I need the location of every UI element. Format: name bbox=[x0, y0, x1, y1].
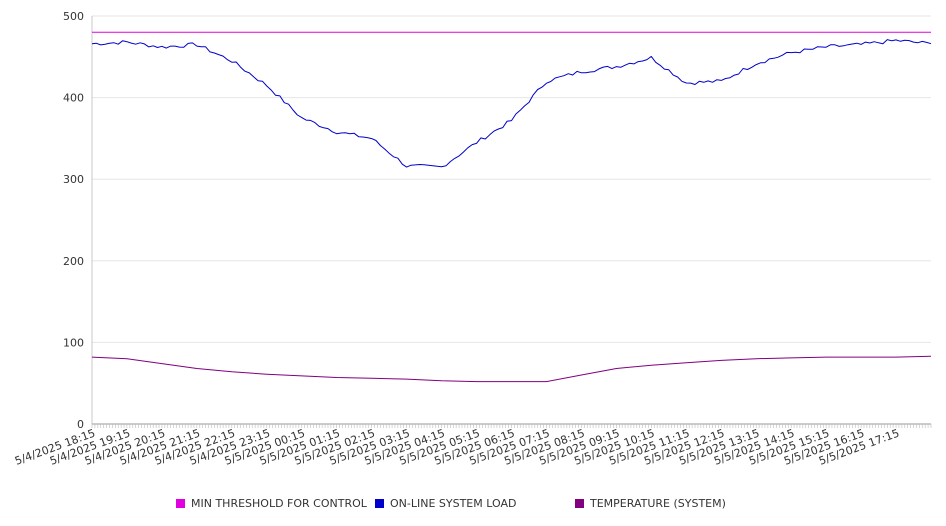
y-tick-label-100: 100 bbox=[63, 336, 84, 349]
grid-lines bbox=[92, 15, 931, 343]
legend-item-system-load: ON-LINE SYSTEM LOAD bbox=[375, 497, 516, 510]
y-tick-label-200: 200 bbox=[63, 255, 84, 268]
legend-label-system-load: ON-LINE SYSTEM LOAD bbox=[390, 497, 517, 510]
y-tick-label-500: 500 bbox=[63, 10, 84, 23]
legend-item-temperature: TEMPERATURE (SYSTEM) bbox=[575, 497, 726, 510]
axes bbox=[91, 16, 932, 428]
series-lines bbox=[91, 31, 932, 383]
legend-label-temperature: TEMPERATURE (SYSTEM) bbox=[590, 497, 726, 510]
legend-label-min-threshold: MIN THRESHOLD FOR CONTROL bbox=[191, 497, 367, 510]
x-tick-labels: 5/4/2025 18:155/4/2025 19:155/4/2025 20:… bbox=[13, 427, 901, 468]
y-tick-label-400: 400 bbox=[63, 92, 84, 105]
series-line-system-load bbox=[91, 39, 932, 168]
series-line-temperature bbox=[91, 355, 932, 383]
legend-swatch-min-threshold bbox=[176, 499, 185, 508]
y-tick-label-0: 0 bbox=[77, 418, 84, 431]
y-tick-label-300: 300 bbox=[63, 173, 84, 186]
legend-swatch-temperature bbox=[575, 499, 584, 508]
legend-swatch-system-load bbox=[375, 499, 384, 508]
legend: MIN THRESHOLD FOR CONTROL ON-LINE SYSTEM… bbox=[0, 497, 946, 515]
y-tick-labels: 0 100 200 300 400 500 bbox=[63, 10, 84, 431]
legend-item-min-threshold: MIN THRESHOLD FOR CONTROL bbox=[176, 497, 367, 510]
